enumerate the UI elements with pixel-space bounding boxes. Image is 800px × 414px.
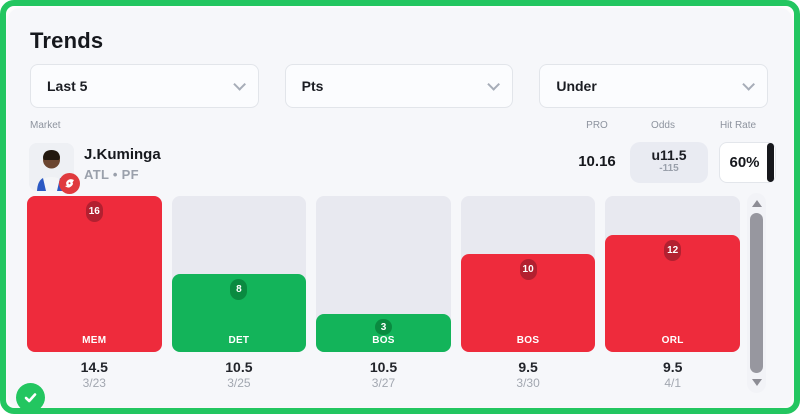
hit-rate-box: 60% xyxy=(719,142,776,183)
opponent-label: DET xyxy=(228,335,250,346)
player-team-position: ATL • PF xyxy=(84,167,139,182)
stat-bar: 8 DET xyxy=(171,274,307,352)
scroll-down-icon[interactable] xyxy=(751,379,762,386)
opponent-label: BOS xyxy=(372,335,395,346)
filter-label: Last 5 xyxy=(47,78,88,94)
player-row[interactable]: J.Kuminga ATL • PF 10.16 u11.5 -115 60% xyxy=(29,142,776,194)
bar-track: 8 DET xyxy=(171,196,307,352)
scrollbar-thumb[interactable] xyxy=(750,213,763,373)
bar-track: 16 MEM xyxy=(27,196,162,352)
stat-bar: 16 MEM xyxy=(27,196,162,352)
hit-rate-value: 60% xyxy=(729,154,760,171)
page-title: Trends xyxy=(30,28,104,53)
chart-column-2[interactable]: 8 DET 10.5 3/25 xyxy=(171,196,307,390)
filter-dropdown-stat[interactable]: Pts xyxy=(284,64,514,108)
column-header-market: Market xyxy=(30,120,61,131)
chart-column-3[interactable]: 3 BOS 10.5 3/27 xyxy=(316,196,451,390)
opponent-label: MEM xyxy=(82,335,107,346)
game-date-label: 3/27 xyxy=(371,376,396,390)
line-value-label: 14.5 xyxy=(80,359,108,375)
vertical-scrollbar[interactable] xyxy=(747,193,766,393)
bar-track: 12 ORL xyxy=(605,196,740,352)
chevron-down-icon xyxy=(232,77,246,91)
stat-bar: 3 BOS xyxy=(316,314,451,352)
line-value-label: 10.5 xyxy=(369,359,398,375)
stat-value-badge: 3 xyxy=(374,319,392,335)
avatar xyxy=(29,143,80,194)
trends-card: Trends Last 5 Pts Under Market PRO Odds … xyxy=(8,8,792,408)
scroll-up-icon[interactable] xyxy=(751,200,762,207)
chevron-down-icon xyxy=(487,77,501,91)
stat-value-badge: 10 xyxy=(519,259,537,280)
opponent-label: ORL xyxy=(661,335,684,346)
bar-track: 10 BOS xyxy=(460,196,596,352)
stat-value-badge: 8 xyxy=(230,279,248,300)
game-date-label: 3/23 xyxy=(82,376,106,390)
check-icon[interactable] xyxy=(16,383,45,408)
opponent-label: BOS xyxy=(516,335,540,346)
line-value-label: 10.5 xyxy=(225,359,253,375)
column-header-odds: Odds xyxy=(651,120,675,131)
stat-bar: 12 ORL xyxy=(605,235,740,352)
chart-column-4[interactable]: 10 BOS 9.5 3/30 xyxy=(460,196,596,390)
bars-row: 16 MEM 14.5 3/23 8 DET 10.5 3/25 3 BOS 10.5 3/27 10 B… xyxy=(27,196,740,390)
bar-track: 3 BOS xyxy=(316,196,451,352)
hawks-logo-icon xyxy=(59,173,80,194)
chart-column-1[interactable]: 16 MEM 14.5 3/23 xyxy=(27,196,162,390)
odds-line: u11.5 xyxy=(651,147,687,163)
line-value-label: 9.5 xyxy=(662,359,683,375)
odds-button[interactable]: u11.5 -115 xyxy=(630,142,708,183)
stat-value-badge: 12 xyxy=(664,240,682,261)
player-name: J.Kuminga xyxy=(84,146,161,163)
filter-label: Under xyxy=(556,78,597,94)
game-date-label: 4/1 xyxy=(664,376,682,390)
odds-price: -115 xyxy=(659,163,679,174)
game-date-label: 3/25 xyxy=(227,376,251,390)
filter-bar: Last 5 Pts Under xyxy=(30,64,769,108)
line-value-label: 9.5 xyxy=(518,359,538,375)
stat-value-badge: 16 xyxy=(85,201,103,222)
game-date-label: 3/30 xyxy=(516,376,540,390)
column-header-hit-rate: Hit Rate xyxy=(719,120,757,131)
stat-bar: 10 BOS xyxy=(460,254,596,352)
filter-dropdown-side[interactable]: Under xyxy=(539,64,769,108)
hit-rate-meter xyxy=(767,143,774,182)
filter-dropdown-games[interactable]: Last 5 xyxy=(30,64,259,108)
chart-column-5[interactable]: 12 ORL 9.5 4/1 xyxy=(605,196,740,390)
pro-projection-value: 10.16 xyxy=(578,153,616,170)
filter-label: Pts xyxy=(301,78,324,94)
chevron-down-icon xyxy=(742,77,756,91)
column-header-pro: PRO xyxy=(586,120,608,131)
